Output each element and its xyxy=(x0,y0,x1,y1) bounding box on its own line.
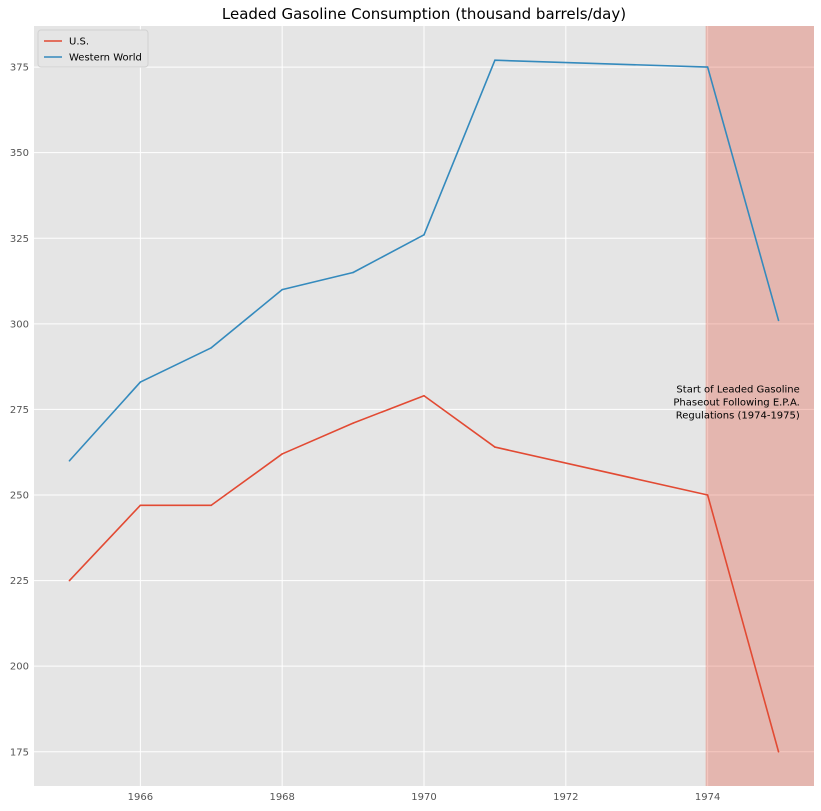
data-point xyxy=(494,59,496,62)
legend-label: U.S. xyxy=(69,37,89,48)
data-point xyxy=(139,504,142,507)
y-tick-label: 250 xyxy=(10,491,29,502)
legend: U.S. Western World xyxy=(37,29,149,68)
data-point xyxy=(352,271,354,274)
y-tick-label: 200 xyxy=(10,662,29,673)
y-tick-label: 300 xyxy=(10,319,29,330)
data-point xyxy=(706,66,709,68)
data-point xyxy=(423,394,425,397)
phaseout-shaded-region xyxy=(705,26,814,786)
grid xyxy=(34,26,814,786)
annotation-line: Start of Leaded Gasoline xyxy=(676,384,799,395)
x-tick-label: 1968 xyxy=(269,792,294,803)
data-point xyxy=(139,381,142,383)
data-point xyxy=(352,422,354,424)
series-lines xyxy=(68,59,780,753)
legend-label: Western World xyxy=(69,53,142,64)
y-tick-label: 325 xyxy=(10,234,29,245)
chart-title: Leaded Gasoline Consumption (thousand ba… xyxy=(222,5,626,23)
data-point xyxy=(706,494,709,496)
data-point xyxy=(777,319,780,322)
phaseout-annotation: Start of Leaded Gasoline Phaseout Followi… xyxy=(673,384,800,421)
y-tick-label: 275 xyxy=(10,405,29,416)
x-tick-label: 1966 xyxy=(128,792,153,803)
y-tick-label: 350 xyxy=(10,148,29,159)
data-point xyxy=(281,288,283,291)
data-point xyxy=(494,446,496,448)
annotation-line: Phaseout Following E.P.A. xyxy=(673,397,799,408)
data-point xyxy=(68,579,71,582)
y-tick-label: 225 xyxy=(10,576,29,587)
data-point xyxy=(423,234,425,236)
data-point xyxy=(68,459,71,462)
data-point xyxy=(210,504,213,507)
x-tick-label: 1970 xyxy=(411,792,436,803)
data-point xyxy=(281,453,283,455)
annotation-line: Regulations (1974-1975) xyxy=(676,410,800,421)
data-point xyxy=(777,750,780,753)
y-tick-label: 375 xyxy=(10,63,29,74)
x-tick-label: 1974 xyxy=(695,792,720,803)
y-axis-ticks: 175 200 225 250 275 300 325 350 375 xyxy=(10,63,29,759)
x-tick-label: 1972 xyxy=(553,792,578,803)
legend-box xyxy=(37,29,149,68)
x-axis-ticks: 1966 1968 1970 1972 1974 xyxy=(128,792,721,803)
data-point xyxy=(210,347,213,349)
y-tick-label: 175 xyxy=(10,747,29,758)
